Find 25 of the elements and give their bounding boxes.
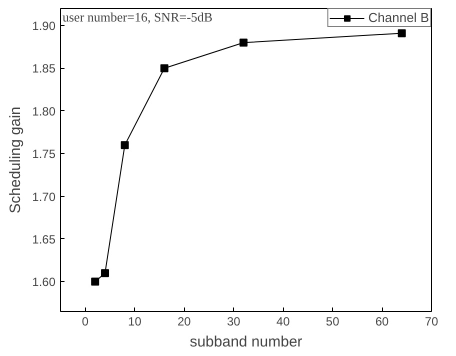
y-tick-label: 1.65 <box>32 232 56 246</box>
point <box>398 29 406 38</box>
point <box>240 38 248 47</box>
point <box>101 269 110 278</box>
x-tick-label: 0 <box>82 314 89 328</box>
y-tick-label: 1.85 <box>32 62 56 76</box>
x-tick-label: 50 <box>326 314 340 328</box>
point <box>160 64 168 72</box>
x-tick-label: 10 <box>128 314 142 328</box>
y-tick-label: 1.80 <box>32 104 56 118</box>
y-tick-label: 1.60 <box>32 275 56 290</box>
x-tick-label: 20 <box>177 314 192 328</box>
y-tick-label: 1.75 <box>32 147 56 162</box>
point <box>120 141 129 150</box>
x-tick-label: 30 <box>226 314 241 328</box>
x-axis-title: subband number <box>190 334 302 350</box>
y-tick-label: 1.70 <box>32 190 56 204</box>
x-tick-label: 60 <box>375 314 390 328</box>
point <box>91 278 100 286</box>
annotation: user number=16, SNR=-5dB <box>62 10 213 24</box>
x-tick-label: 40 <box>276 314 290 328</box>
y-axis-title: Scheduling gain <box>7 106 24 214</box>
legend-label: Channel B <box>368 10 429 25</box>
y-tick-label: 1.90 <box>32 19 56 34</box>
x-tick-label: 70 <box>424 314 438 328</box>
